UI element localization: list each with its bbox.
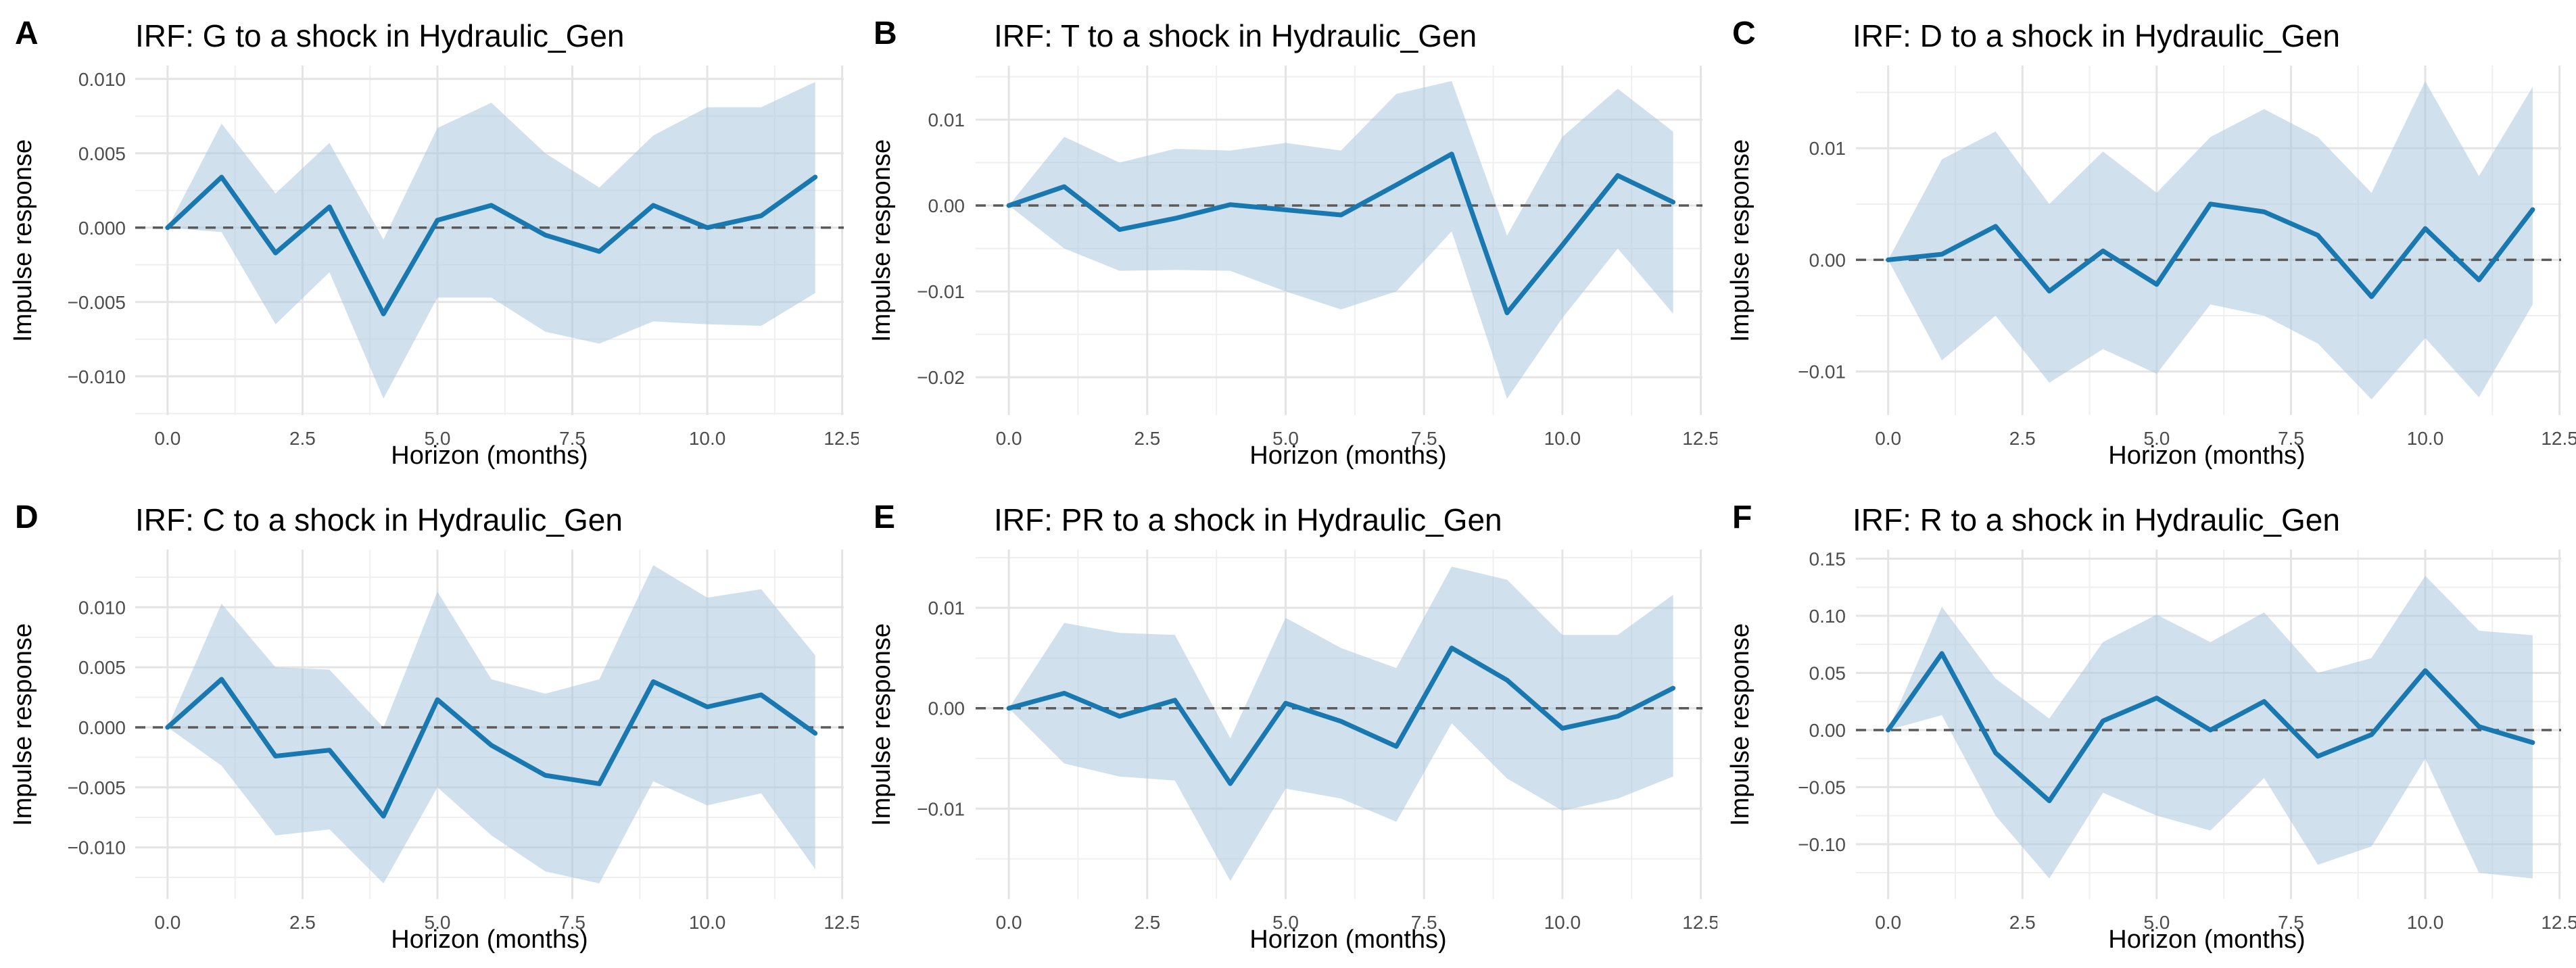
- x-tick-label: 5.0: [2143, 428, 2170, 449]
- panel-c: C IRF: D to a shock in Hydraulic_Gen Imp…: [1717, 0, 2576, 484]
- x-tick-label: 12.5: [824, 428, 859, 449]
- y-tick-label: 0.00: [1809, 720, 1846, 741]
- y-axis-title: Impulse response: [1726, 139, 1755, 342]
- x-tick-label: 10.0: [2407, 912, 2444, 933]
- y-tick-label: −0.010: [68, 366, 126, 387]
- y-tick-label: 0.05: [1809, 662, 1846, 683]
- y-tick-label: 0.01: [928, 110, 965, 130]
- panel-e: E IRF: PR to a shock in Hydraulic_Gen Im…: [859, 484, 1717, 968]
- y-tick-label: −0.01: [917, 798, 965, 819]
- y-tick-label: −0.005: [68, 777, 126, 798]
- x-tick-label: 0.0: [1875, 912, 1901, 933]
- x-axis-title: Horizon (months): [391, 441, 588, 470]
- x-tick-label: 7.5: [1411, 428, 1437, 449]
- y-tick-label: −0.005: [68, 292, 126, 313]
- x-tick-label: 12.5: [1682, 428, 1717, 449]
- x-tick-label: 2.5: [2009, 912, 2036, 933]
- x-axis-title: Horizon (months): [391, 925, 588, 954]
- y-tick-label: −0.02: [917, 367, 965, 388]
- panel-title-d: IRF: C to a shock in Hydraulic_Gen: [135, 502, 623, 537]
- x-axis-title: Horizon (months): [2108, 441, 2306, 470]
- x-tick-label: 0.0: [1875, 428, 1901, 449]
- x-tick-label: 2.5: [289, 912, 316, 933]
- x-tick-label: 5.0: [425, 428, 451, 449]
- x-tick-label: 12.5: [2541, 428, 2576, 449]
- x-tick-label: 2.5: [1134, 912, 1160, 933]
- panel-tag-a: A: [15, 16, 39, 51]
- panel-tag-c: C: [1732, 16, 1756, 51]
- y-axis-title: Impulse response: [9, 623, 37, 826]
- y-tick-label: 0.010: [78, 69, 126, 90]
- irf-plot-f: 0.15 0.10 0.05 0.00 −0.05 −0.10 0.0 2.5 5.0 7.5 10…: [1717, 484, 2576, 968]
- irf-plot-e: 0.01 0.00 −0.01 0.0 2.5 5.0 7.5 10.0 12.5: [859, 484, 1717, 968]
- panel-d: D IRF: C to a shock in Hydraulic_Gen Imp…: [0, 484, 859, 968]
- x-tick-label: 7.5: [2278, 428, 2304, 449]
- y-tick-label: −0.01: [917, 281, 965, 302]
- panel-title-a: IRF: G to a shock in Hydraulic_Gen: [135, 18, 625, 53]
- x-tick-label: 5.0: [425, 912, 451, 933]
- y-tick-label: 0.005: [78, 143, 126, 164]
- y-tick-label: −0.10: [1798, 834, 1846, 855]
- y-tick-label: 0.005: [78, 657, 126, 678]
- x-tick-label: 0.0: [996, 912, 1022, 933]
- y-tick-label: 0.01: [1809, 138, 1846, 159]
- x-tick-label: 12.5: [2541, 912, 2576, 933]
- x-tick-label: 12.5: [1682, 912, 1717, 933]
- y-axis-title: Impulse response: [1726, 623, 1755, 826]
- y-tick-label: 0.000: [78, 717, 126, 738]
- irf-plot-d: 0.010 0.005 0.000 −0.005 −0.010 0.0 2.5 5.0 7.5 1…: [0, 484, 859, 968]
- x-tick-label: 7.5: [559, 912, 586, 933]
- x-axis-title: Horizon (months): [1249, 441, 1447, 470]
- panel-tag-b: B: [874, 16, 897, 51]
- x-tick-label: 10.0: [689, 912, 726, 933]
- panel-title-c: IRF: D to a shock in Hydraulic_Gen: [1853, 18, 2340, 53]
- y-tick-label: −0.05: [1798, 777, 1846, 798]
- x-tick-label: 5.0: [1272, 428, 1299, 449]
- panel-tag-e: E: [874, 500, 896, 535]
- y-tick-label: 0.000: [78, 218, 126, 239]
- x-tick-label: 7.5: [1411, 912, 1437, 933]
- panel-title-b: IRF: T to a shock in Hydraulic_Gen: [994, 18, 1477, 53]
- panel-tag-d: D: [15, 500, 39, 535]
- x-tick-label: 5.0: [1272, 912, 1299, 933]
- x-axis-title: Horizon (months): [2108, 925, 2306, 954]
- y-axis-title: Impulse response: [867, 623, 896, 826]
- y-tick-label: −0.01: [1798, 362, 1846, 383]
- y-axis-title: Impulse response: [867, 139, 896, 342]
- y-tick-label: 0.01: [928, 598, 965, 619]
- y-tick-label: −0.010: [68, 838, 126, 858]
- x-tick-label: 7.5: [559, 428, 586, 449]
- y-tick-label: 0.00: [928, 195, 965, 216]
- x-tick-label: 2.5: [289, 428, 316, 449]
- x-tick-label: 7.5: [2278, 912, 2304, 933]
- x-tick-label: 0.0: [154, 912, 181, 933]
- irf-plot-b: 0.01 0.00 −0.01 −0.02 0.0 2.5 5.0 7.5 10.0 12.5: [859, 0, 1717, 484]
- x-tick-label: 5.0: [2143, 912, 2170, 933]
- y-tick-label: 0.15: [1809, 549, 1846, 570]
- y-tick-label: 0.00: [928, 698, 965, 719]
- y-axis-title: Impulse response: [9, 139, 37, 342]
- y-tick-label: 0.010: [78, 597, 126, 618]
- x-tick-label: 0.0: [154, 428, 181, 449]
- panel-f: F IRF: R to a shock in Hydraulic_Gen Imp…: [1717, 484, 2576, 968]
- x-axis-title: Horizon (months): [1249, 925, 1447, 954]
- y-tick-label: 0.00: [1809, 249, 1846, 270]
- x-tick-label: 10.0: [689, 428, 726, 449]
- x-tick-label: 2.5: [2009, 428, 2036, 449]
- panel-b: B IRF: T to a shock in Hydraulic_Gen Imp…: [859, 0, 1717, 484]
- x-tick-label: 10.0: [1544, 428, 1581, 449]
- panel-title-e: IRF: PR to a shock in Hydraulic_Gen: [994, 502, 1502, 537]
- irf-plot-c: 0.01 0.00 −0.01 0.0 2.5 5.0 7.5 10.0 12.5: [1717, 0, 2576, 484]
- x-tick-label: 12.5: [824, 912, 859, 933]
- x-tick-label: 10.0: [2407, 428, 2444, 449]
- irf-plot-a: 0.010 0.005 0.000 −0.005 −0.010 0.0 2.5 5.0 7.5 1…: [0, 0, 859, 484]
- panel-title-f: IRF: R to a shock in Hydraulic_Gen: [1853, 502, 2340, 537]
- x-tick-label: 0.0: [996, 428, 1022, 449]
- y-tick-label: 0.10: [1809, 606, 1846, 627]
- panel-a: A IRF: G to a shock in Hydraulic_Gen Imp…: [0, 0, 859, 484]
- panel-tag-f: F: [1732, 500, 1752, 535]
- x-tick-label: 10.0: [1544, 912, 1581, 933]
- x-tick-label: 2.5: [1134, 428, 1160, 449]
